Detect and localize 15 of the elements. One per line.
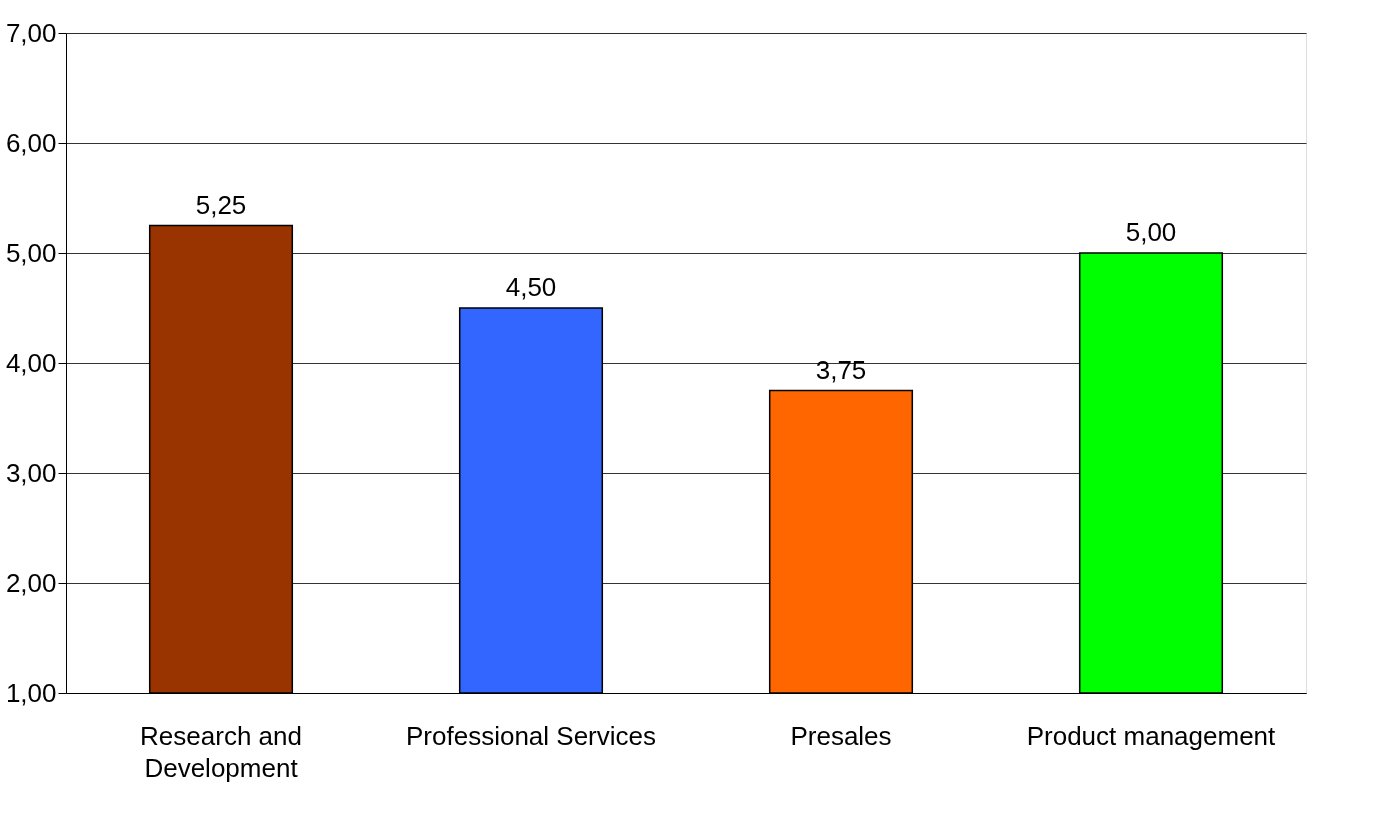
y-tick-label: 2,00	[5, 567, 57, 598]
data-label: 4,50	[505, 272, 557, 302]
y-tick-label: 6,00	[5, 127, 57, 158]
y-tick-label: 1,00	[5, 677, 57, 708]
x-tick-label: Research and Development	[140, 720, 302, 783]
y-tick-label: 3,00	[5, 457, 57, 488]
x-tick-label: Product management	[1026, 720, 1277, 751]
y-tick-label: 4,00	[5, 347, 57, 378]
x-tick-label: Professional Services	[406, 720, 656, 751]
data-label: 3,75	[815, 354, 867, 385]
y-tick-label: 7,00	[5, 17, 57, 48]
x-tick-label: Presales	[790, 720, 892, 751]
data-label: 5,00	[1125, 217, 1177, 247]
data-label: 5,25	[195, 189, 247, 220]
y-tick-label: 5,00	[5, 237, 57, 268]
